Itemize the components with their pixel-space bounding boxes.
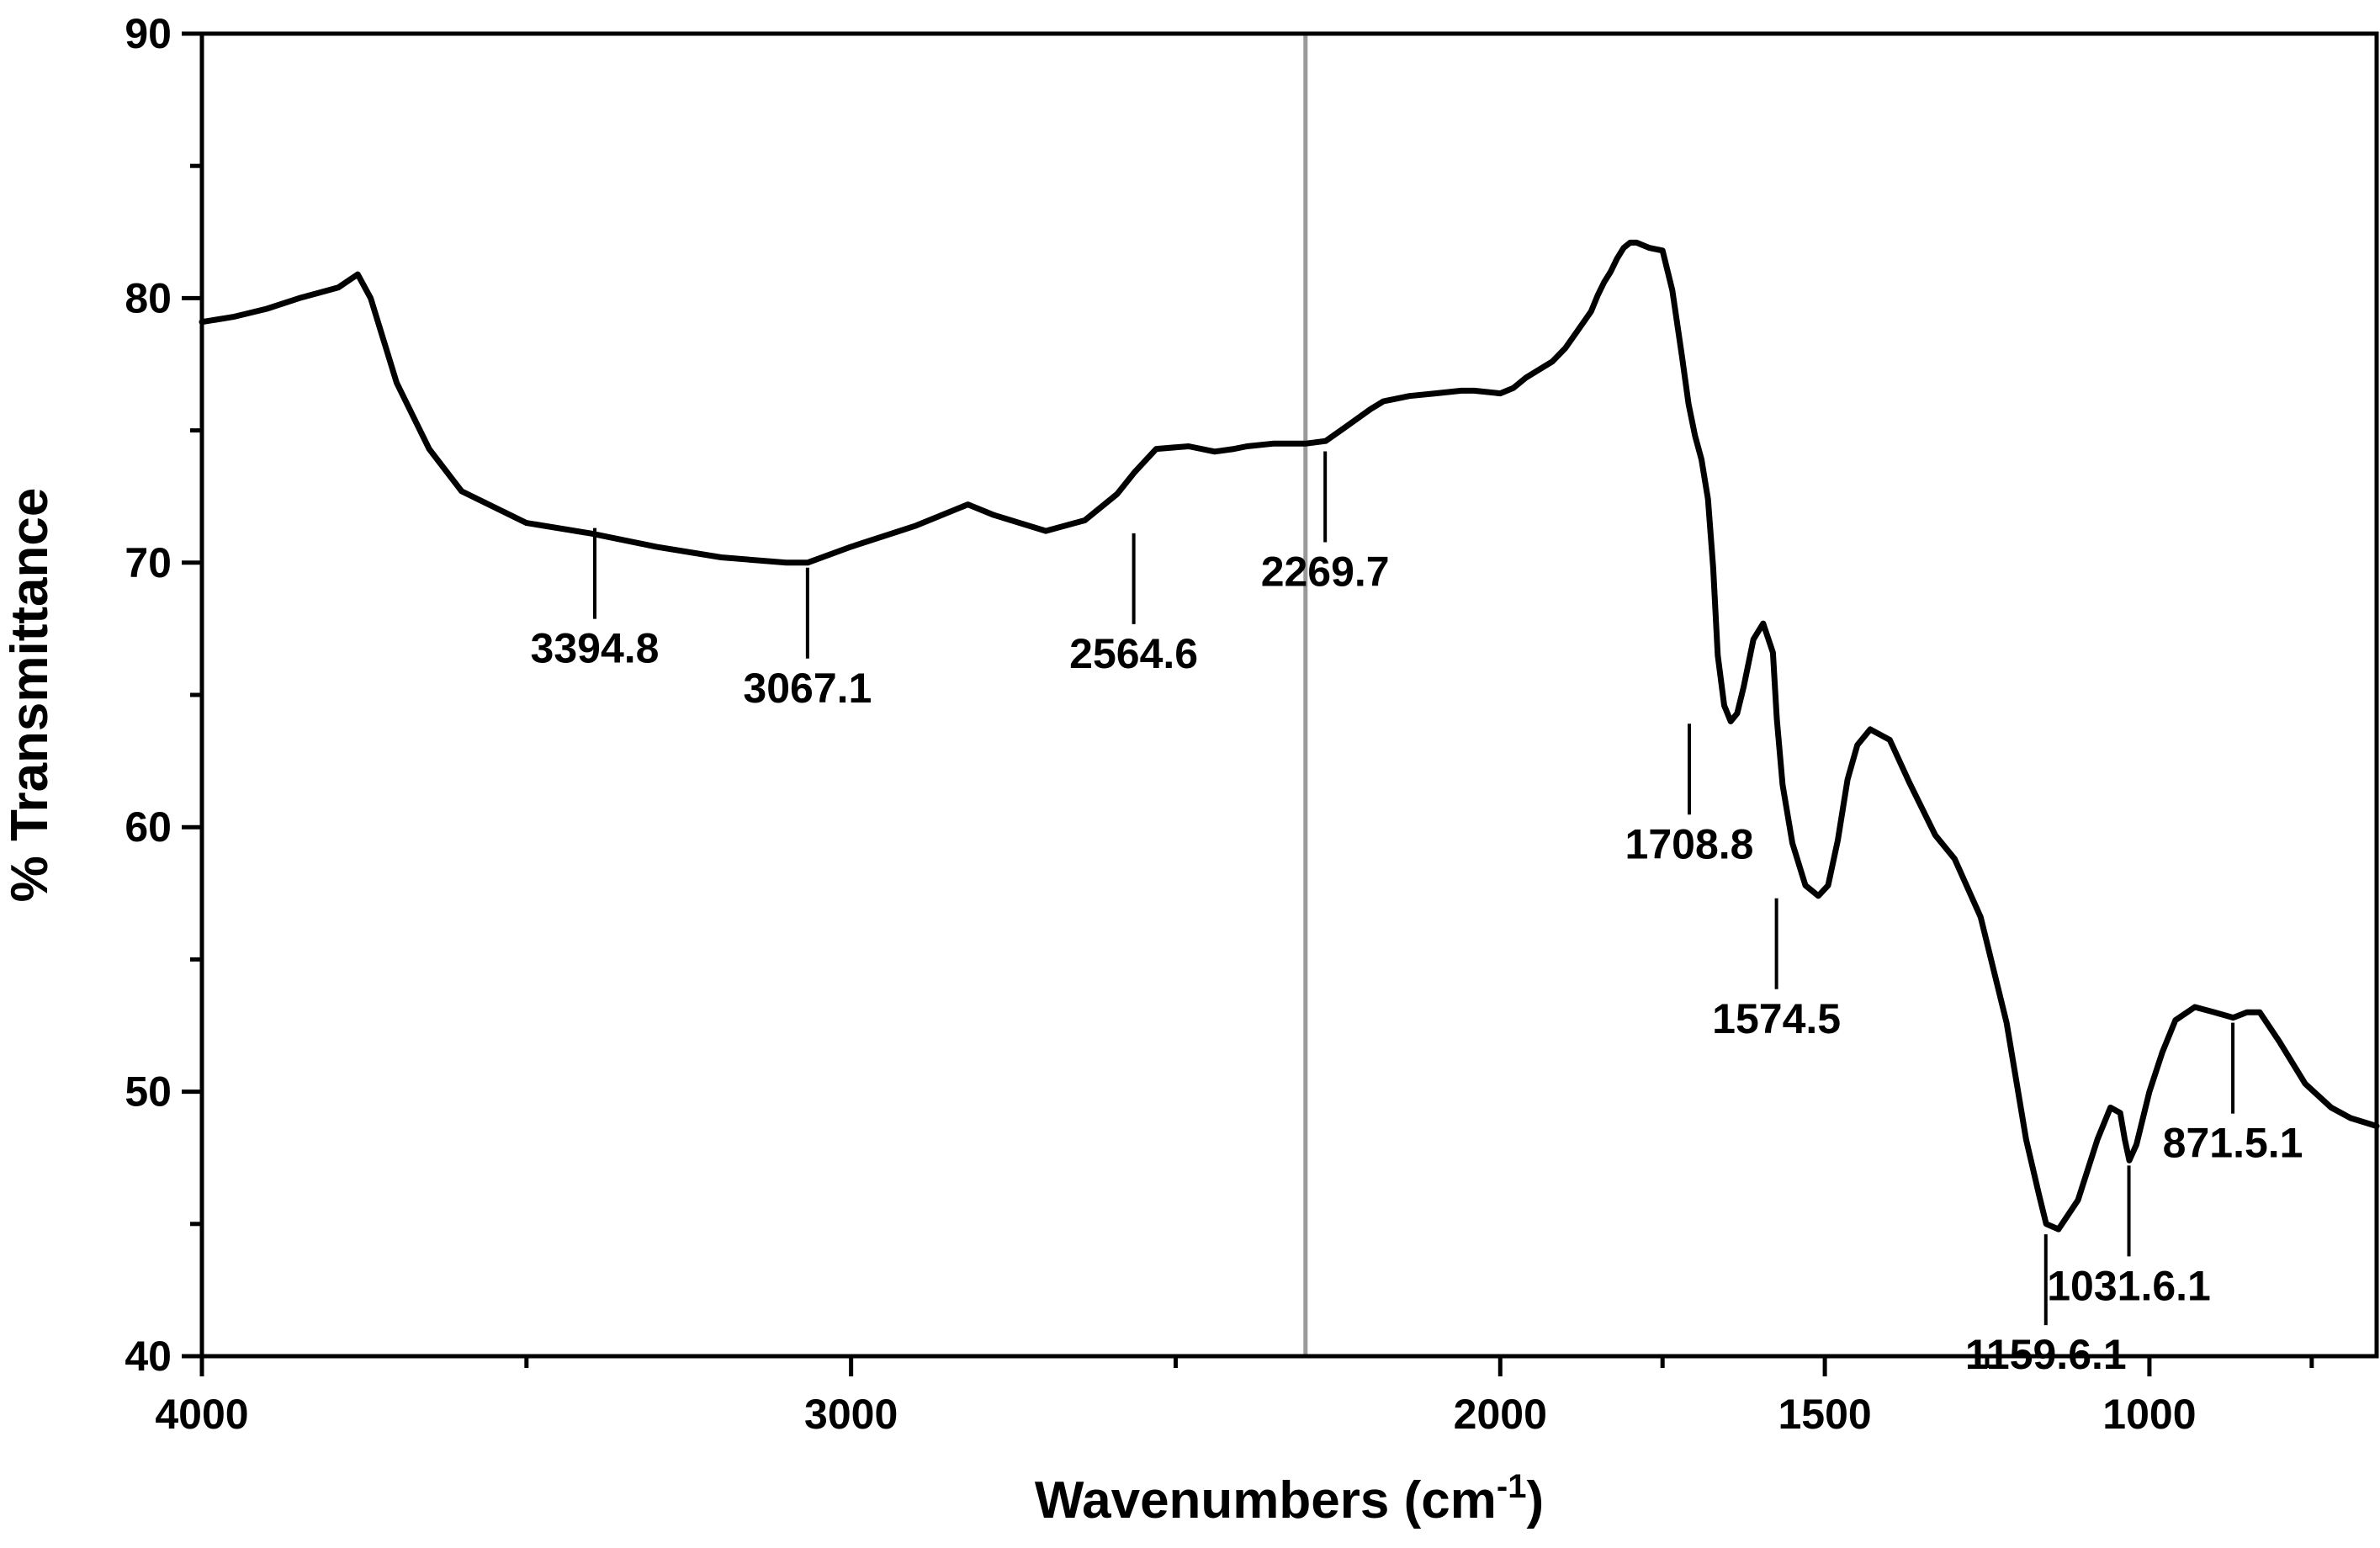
peak-label: 1708.8 (1625, 820, 1754, 867)
x-tick-label: 4000 (155, 1391, 248, 1438)
x-axis-title: Wavenumbers (cm-1) (1035, 1468, 1544, 1529)
y-tick-label: 70 (125, 539, 172, 586)
peak-label: 2564.6 (1069, 630, 1198, 677)
plot-frame (199, 31, 2379, 1359)
peak-label: 3394.8 (531, 625, 660, 672)
peak-annotations: 3394.83067.12564.62269.71708.81574.51159… (531, 451, 2303, 1378)
peak-label: 2269.7 (1261, 548, 1390, 595)
x-tick-label: 1500 (1778, 1391, 1871, 1438)
x-axis-title-close: ) (1526, 1471, 1544, 1529)
y-tick-label: 50 (125, 1068, 172, 1116)
series-line-0 (199, 239, 2380, 1233)
peak-label: 871.5.1 (2163, 1120, 2303, 1167)
y-tick-label: 90 (125, 10, 172, 57)
peak-label: 1574.5 (1712, 995, 1841, 1042)
axis-ticks: 40 50 60 70 80 90 4000 3000 2000 1500 1000 (125, 10, 2314, 1438)
peak-label: 1031.6.1 (2047, 1262, 2211, 1309)
x-axis-title-superscript: -1 (1497, 1468, 1527, 1505)
y-tick-label: 80 (125, 274, 172, 321)
x-tick-label: 3000 (804, 1391, 898, 1438)
x-tick-label: 1000 (2102, 1391, 2196, 1438)
x-axis-title-main: Wavenumbers (cm (1035, 1471, 1497, 1529)
x-tick-label: 2000 (1454, 1391, 1547, 1438)
spectrum-series (199, 239, 2380, 1233)
y-tick-label: 60 (125, 803, 172, 851)
y-tick-label: 40 (125, 1333, 172, 1380)
y-axis-title: % Transmittance (1, 488, 59, 903)
peak-label: 3067.1 (743, 665, 872, 712)
